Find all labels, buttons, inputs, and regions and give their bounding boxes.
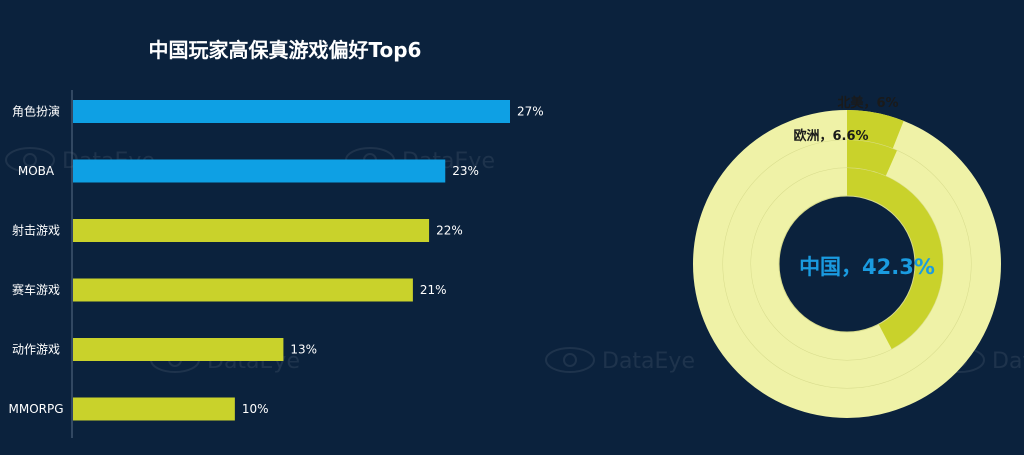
ring-divider [778,195,916,333]
bar-chart-title: 中国玩家高保真游戏偏好Top6 [149,38,422,62]
ring-label-europe: 欧洲，6.6% [793,128,868,144]
bar-value-label: 13% [290,343,317,357]
bar-5 [73,338,284,361]
ring-label-north-america: 北美，6% [837,95,898,111]
bar-4 [73,278,413,302]
bar-1 [73,100,510,123]
bar-chart: 角色扮演 27% MOBA 23% 射击游戏 22% 赛车游戏 21% 动作游戏 13% MMORP… [8,100,544,421]
watermark-logo: DataEye [545,347,695,374]
ring-label-china: 中国，42.3% [799,255,935,279]
bar-category-label: 角色扮演 [12,104,60,119]
svg-text:DataEye: DataEye [992,349,1024,374]
bar-category-label: MOBA [18,164,55,178]
ring-chart: 北美，6% 欧洲，6.6% 中国，42.3% [693,95,1001,418]
svg-text:DataEye: DataEye [602,349,695,374]
bar-6 [73,397,235,421]
watermark-logo: DataEye [935,347,1024,374]
bar-2 [73,159,446,183]
ring-segment-3 [847,168,944,349]
bar-3 [73,219,430,242]
bar-value-label: 21% [420,283,447,297]
ring-segment-1 [847,110,904,149]
bar-value-label: 22% [436,224,463,238]
bar-category-label: 赛车游戏 [12,282,60,297]
bar-category-label: 射击游戏 [12,223,60,238]
bar-category-label: MMORPG [8,402,63,416]
ring-segment-2 [847,140,897,177]
bar-value-label: 10% [242,402,269,416]
bar-value-label: 27% [517,105,544,119]
bar-value-label: 23% [452,164,479,178]
bar-category-label: 动作游戏 [12,343,60,357]
